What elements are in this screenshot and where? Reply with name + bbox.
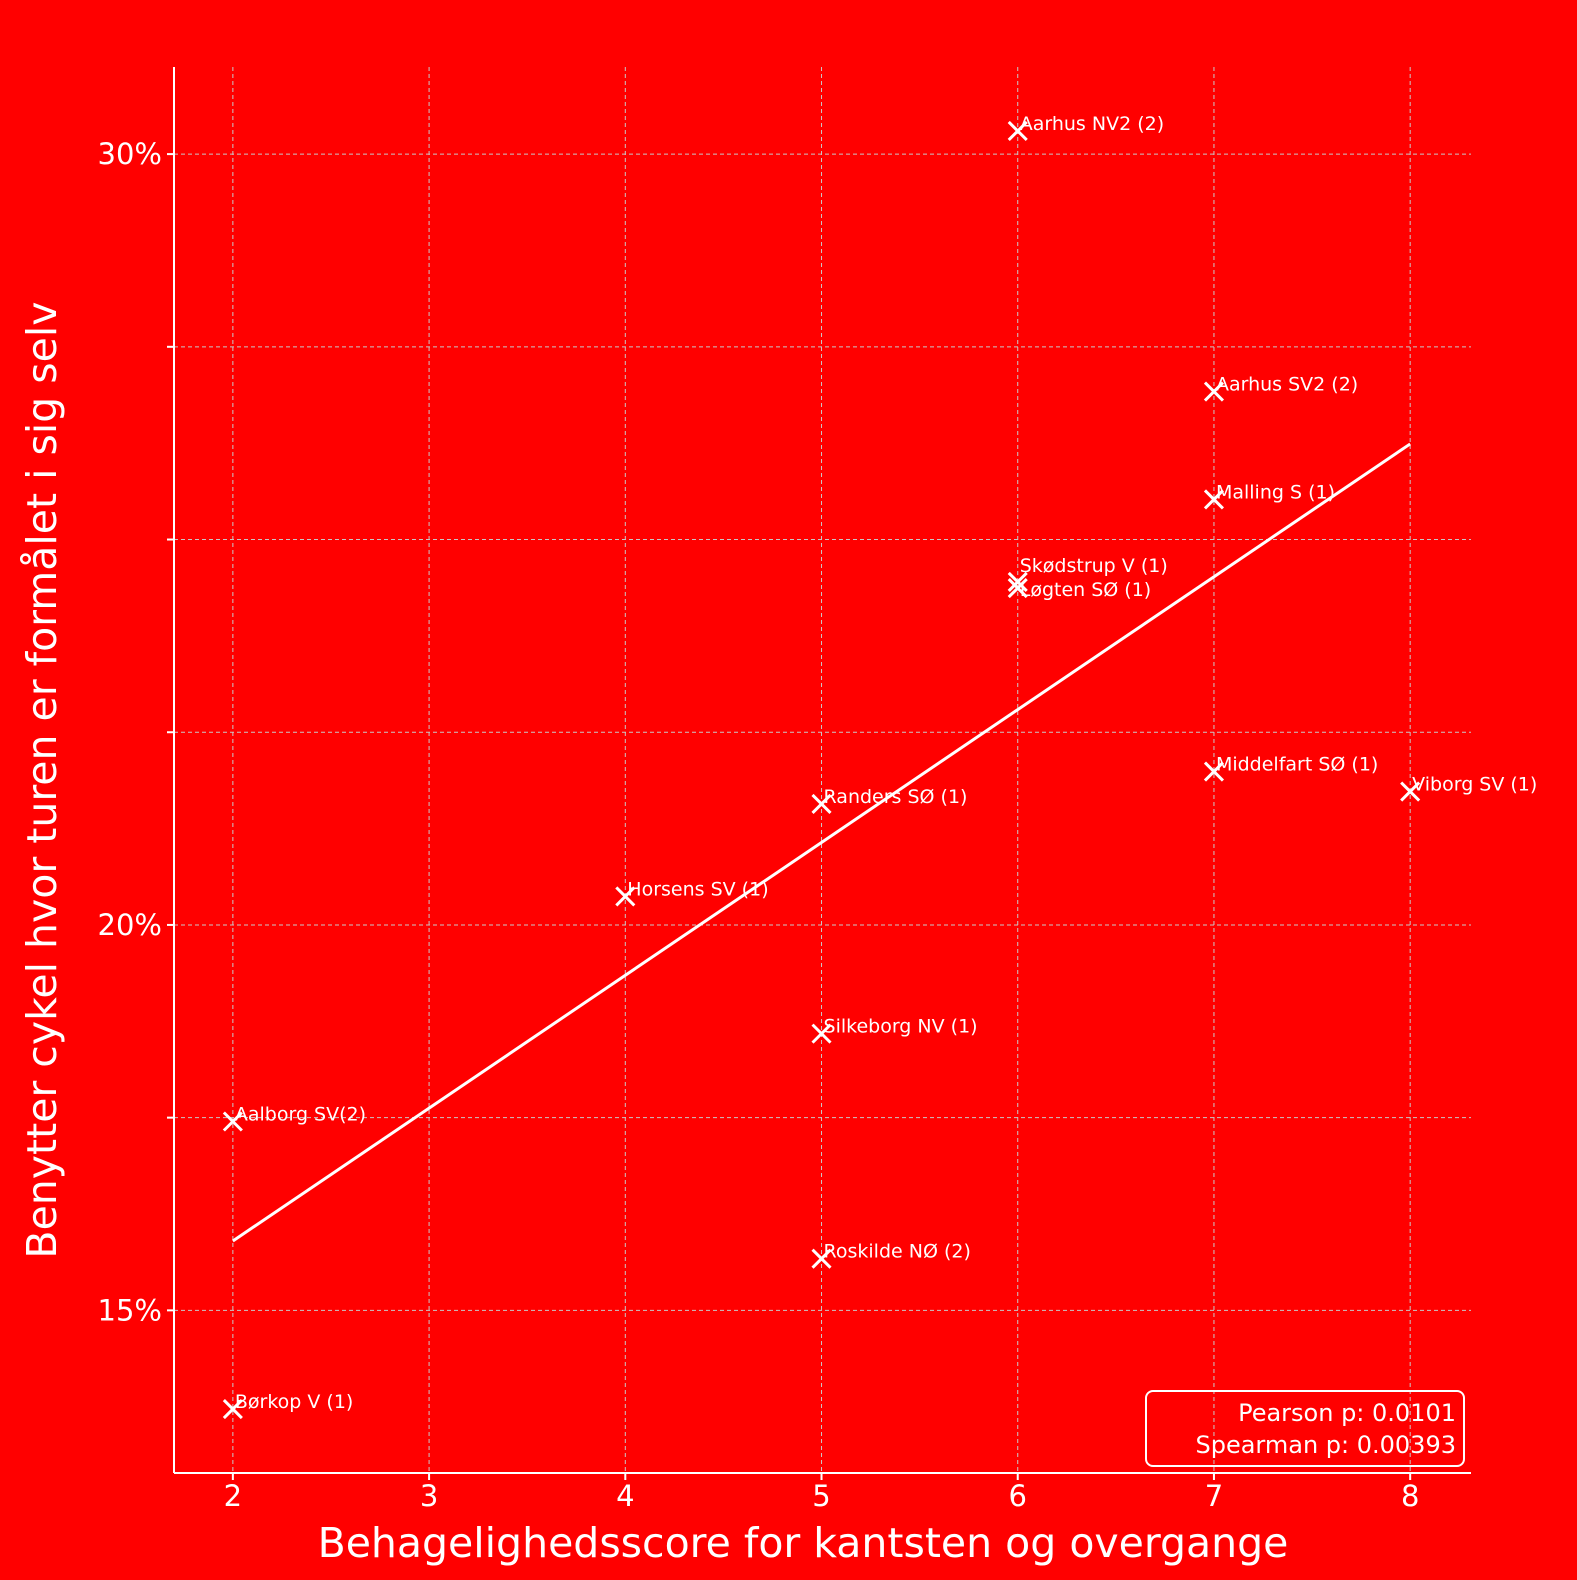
point-label: Middelfart SØ (1) [1216,754,1378,776]
point-label: Aarhus NV2 (2) [1020,113,1164,135]
data-point: Roskilde NØ (2) [811,1241,971,1269]
data-point: Viborg SV (1) [1400,774,1537,802]
data-point: Børkop V (1) [222,1391,353,1420]
x-marker-icon [811,1248,832,1269]
point-label: Horsens SV (1) [627,878,768,900]
x-marker-icon [1203,761,1225,782]
data-point: Randers SØ (1) [811,786,968,814]
x-marker-icon [1203,489,1225,510]
data-point: Aalborg SV(2) [222,1104,366,1132]
x-marker-icon [222,1111,243,1132]
y-tick-label: 30% [98,137,162,171]
x-tick-label: 7 [1205,1479,1223,1513]
point-label: Aarhus SV2 (2) [1216,374,1358,396]
data-point: Silkeborg NV (1) [811,1016,978,1044]
x-marker-icon [615,886,636,907]
ticks: 2 3 4 5 6 7 8 15% 20% 30% [98,137,1420,1513]
x-marker-icon [1007,120,1028,142]
x-marker-icon [1007,571,1028,592]
spearman-stat: Spearman p: 0.00393 [1195,1431,1456,1459]
stats-box-frame [1145,1390,1465,1467]
point-label: Viborg SV (1) [1412,774,1537,796]
x-axis-label: Behagelighedsscore for kantsten og overg… [318,1519,1289,1567]
x-marker-icon [1203,381,1225,402]
y-tick-label: 20% [98,908,162,942]
x-tick-label: 6 [1009,1479,1027,1513]
x-tick-label: 2 [224,1479,242,1513]
trend-line [232,442,1412,1243]
x-tick-label: 5 [812,1479,830,1513]
data-point: Middelfart SØ (1) [1203,754,1378,782]
stats-box: Pearson p: 0.0101 Spearman p: 0.00393 [1145,1390,1465,1467]
data-point: Løgten SØ (1) [1007,578,1151,601]
x-marker-icon [1400,781,1421,802]
x-tick-label: 3 [420,1479,438,1513]
points: Aarhus NV2 (2) Aarhus SV2 (2) Malling S (1… [222,113,1537,1420]
pearson-stat: Pearson p: 0.0101 [1238,1399,1456,1427]
x-marker-icon [811,1023,832,1044]
data-point: Skødstrup V (1) [1007,555,1168,592]
y-axis-label: Benytter cykel hvor turen er formålet i … [18,301,66,1258]
point-label: Løgten SØ (1) [1020,579,1151,601]
point-label: Randers SØ (1) [824,786,968,808]
point-label: Malling S (1) [1216,481,1335,503]
x-marker-icon [1007,578,1028,599]
point-label: Silkeborg NV (1) [824,1016,978,1038]
point-label: Roskilde NØ (2) [824,1241,971,1263]
y-tick-label: 15% [98,1293,162,1327]
data-point: Aarhus SV2 (2) [1203,374,1358,402]
x-tick-label: 8 [1401,1479,1419,1513]
data-point: Aarhus NV2 (2) [1007,113,1164,142]
point-label: Skødstrup V (1) [1020,555,1168,577]
data-point: Malling S (1) [1203,481,1335,510]
x-marker-icon [811,793,832,814]
data-point: Horsens SV (1) [615,878,769,907]
x-tick-label: 4 [616,1479,634,1513]
x-marker-icon [222,1398,243,1420]
point-label: Børkop V (1) [235,1391,353,1413]
point-label: Aalborg SV(2) [235,1104,366,1126]
